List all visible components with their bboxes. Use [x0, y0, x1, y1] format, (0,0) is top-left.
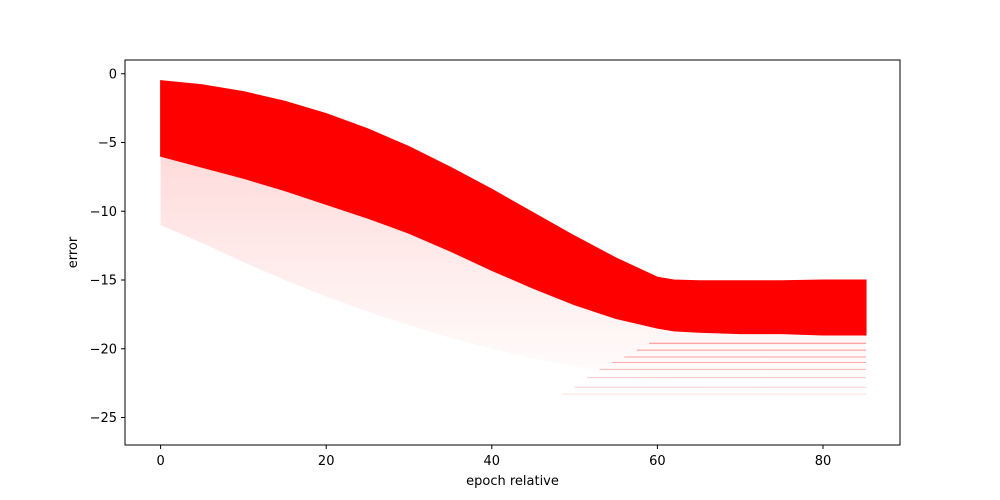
x-axis: 0 20 40 60 80 — [156, 445, 831, 469]
x-tick-label: 60 — [649, 454, 666, 469]
y-tick-label: −20 — [90, 342, 117, 357]
y-tick-label: 0 — [109, 67, 117, 82]
x-tick-label: 0 — [156, 454, 164, 469]
y-axis-label: error — [66, 236, 81, 268]
x-tick-label: 20 — [318, 454, 335, 469]
plot-area — [160, 80, 867, 397]
y-axis: 0 −5 −10 −15 −20 −25 — [90, 67, 125, 426]
y-tick-label: −5 — [98, 136, 117, 151]
x-tick-label: 40 — [484, 454, 501, 469]
plot-frame — [124, 59, 901, 446]
x-tick-label: 80 — [815, 454, 832, 469]
y-tick-label: −15 — [90, 274, 117, 289]
dense-error-band — [160, 80, 867, 336]
y-tick-label: −25 — [90, 411, 117, 426]
sparse-error-band — [160, 156, 867, 397]
x-axis-label: epoch relative — [466, 474, 559, 489]
y-tick-label: −10 — [90, 205, 117, 220]
